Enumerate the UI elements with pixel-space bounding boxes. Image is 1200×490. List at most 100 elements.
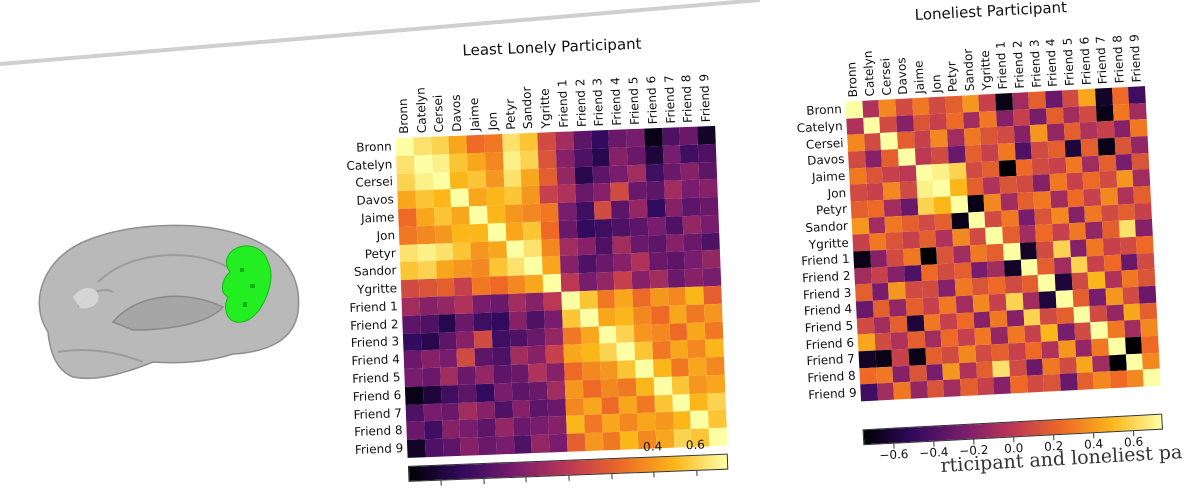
heatmap-cell (932, 179, 951, 198)
heatmap-cell (564, 380, 584, 399)
heatmap-cell (883, 198, 902, 217)
heatmap-cell (669, 340, 689, 359)
heatmap-cell (644, 145, 664, 165)
heatmap-cell (1013, 125, 1032, 143)
column-label: Friend 7 (1093, 35, 1111, 85)
heatmap-cell (487, 222, 507, 242)
heatmap-cell (666, 251, 686, 271)
heatmap-cell (1135, 219, 1153, 237)
heatmap-cell (880, 132, 898, 150)
heatmap-cell (1005, 292, 1024, 311)
heatmap-cell (871, 283, 890, 301)
heatmap-cell (434, 242, 454, 262)
heatmap-cell (925, 363, 944, 382)
heatmap-cell (436, 278, 455, 297)
heatmap-cell (1122, 286, 1140, 305)
heatmap-cell (400, 279, 420, 299)
heatmap-cell (1098, 154, 1117, 172)
heatmap-cell (439, 349, 458, 368)
heatmap-cell (540, 203, 559, 222)
heatmap-cell (579, 290, 598, 309)
heatmap-cell (474, 347, 494, 367)
heatmap-cell (1058, 340, 1076, 358)
heatmap-cell (972, 294, 990, 313)
heatmap-cell (430, 136, 450, 155)
heatmap-cell (1061, 89, 1080, 108)
heatmap-cell (895, 98, 913, 116)
heatmap-cell (1057, 323, 1075, 341)
heatmap-cell (1119, 236, 1138, 255)
heatmap-cell (988, 293, 1007, 312)
heatmap-cell (645, 163, 664, 182)
heatmap-cell (432, 189, 452, 208)
heatmap-cell (664, 198, 683, 217)
heatmap-cell (543, 291, 563, 311)
heatmap-cell (538, 149, 557, 169)
heatmap-cell (547, 380, 566, 400)
heatmap-cell (857, 333, 876, 352)
heatmap-cell (687, 321, 706, 341)
heatmap-cell (404, 386, 424, 405)
heatmap-cell (991, 343, 1010, 362)
heatmap-cell (1030, 124, 1048, 143)
heatmap-cell (898, 164, 917, 183)
heatmap-cell (959, 361, 977, 380)
heatmap-cell (1086, 238, 1104, 256)
heatmap-cell (1038, 274, 1056, 292)
heatmap-cell (1116, 170, 1134, 188)
heatmap-cell (966, 178, 984, 196)
heatmap-cell (507, 275, 526, 294)
heatmap-cell (932, 163, 950, 181)
colorbar-tick-label: 0.6 (685, 437, 706, 453)
heatmap-cell (940, 329, 959, 348)
column-label: Bronn (395, 98, 412, 135)
heatmap-cell (617, 360, 636, 379)
heatmap-cell (555, 149, 575, 168)
heatmap-cell (646, 181, 665, 200)
row-label: Friend 8 (807, 368, 857, 386)
heatmap-cell (704, 303, 723, 322)
row-label: Catelyn (346, 156, 393, 173)
row-label: Cersei (355, 174, 394, 191)
heatmap-cell (1036, 241, 1054, 259)
heatmap-cell (594, 218, 613, 238)
heatmap-cell (419, 314, 439, 333)
heatmap-cell (855, 300, 874, 319)
heatmap-cell (506, 257, 526, 277)
heatmap-cell (1073, 322, 1092, 341)
heatmap-cell (1015, 158, 1033, 177)
heatmap-cell (652, 341, 671, 360)
column-label: Friend 4 (608, 77, 625, 126)
heatmap-cell (1020, 258, 1039, 277)
heatmap-cell (1120, 253, 1138, 271)
heatmap-cell (453, 259, 472, 279)
column-label: Catelyn (860, 50, 878, 97)
heatmap-cell (398, 208, 417, 227)
heatmap-cell (458, 401, 478, 421)
column-label: Sandor (960, 48, 977, 92)
heatmap-cell (863, 133, 882, 151)
heatmap-cell (540, 220, 560, 240)
heatmap-cell (634, 341, 653, 361)
heatmap-cell (1035, 224, 1053, 242)
heatmap-cell (601, 414, 621, 433)
row-label: Friend 3 (802, 285, 852, 302)
heatmap-cell (549, 434, 568, 453)
heatmap-cell (962, 111, 981, 129)
column-label: Friend 9 (1126, 33, 1144, 83)
heatmap-cell (852, 234, 870, 252)
heatmap-cell (1009, 375, 1028, 394)
heatmap-cell (689, 393, 709, 412)
heatmap-cell (672, 411, 692, 430)
heatmap-cell (904, 264, 922, 283)
heatmap-cell (904, 281, 923, 299)
heatmap-cell (486, 187, 505, 206)
heatmap-cell (667, 287, 687, 306)
heatmap-cell (501, 133, 521, 152)
heatmap-cell (970, 261, 989, 279)
heatmap-cell (545, 345, 565, 364)
heatmap-cell (1049, 173, 1067, 192)
heatmap-cell (422, 385, 442, 404)
heatmap-cell (476, 401, 496, 420)
heatmap-cell (1053, 256, 1072, 275)
